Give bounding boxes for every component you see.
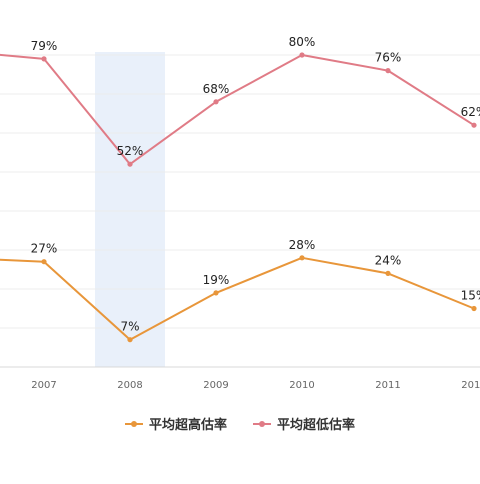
data-label-s0-2011: 24%	[375, 253, 402, 267]
chart-legend: 平均超高估率 平均超低估率	[0, 414, 480, 433]
data-point-s0-2007	[41, 259, 47, 265]
data-point-s0-2010	[299, 255, 305, 261]
data-point-s1-2010	[299, 52, 305, 58]
data-label-s0-2012: 15%	[461, 289, 480, 303]
x-tick-label-2011: 2011	[375, 380, 400, 391]
x-tick-label-2009: 2009	[203, 380, 228, 391]
highlight-band-2008	[95, 52, 165, 367]
data-point-s1-2009	[213, 99, 219, 105]
legend-label-underestimate: 平均超低估率	[277, 418, 356, 433]
legend-swatch-overestimate	[124, 419, 143, 429]
legend-item-overestimate[interactable]: 平均超高估率	[124, 414, 227, 433]
data-label-s1-2009: 68%	[203, 82, 230, 96]
data-label-s0-2010: 28%	[289, 238, 316, 252]
x-tick-label-2008: 2008	[117, 380, 142, 391]
data-point-s0-2011	[385, 270, 391, 276]
data-label-s0-2009: 19%	[203, 273, 230, 287]
data-label-s1-2007: 79%	[31, 39, 58, 53]
legend-label-overestimate: 平均超高估率	[148, 418, 227, 433]
data-label-s1-2010: 80%	[289, 35, 316, 49]
data-label-s0-2008: 7%	[120, 320, 139, 334]
legend-dot-underestimate	[259, 420, 265, 427]
data-point-s1-2007	[41, 56, 47, 62]
x-tick-label-2007: 2007	[31, 380, 56, 391]
data-point-s1-2008	[127, 161, 133, 167]
data-point-s1-2011	[385, 68, 391, 74]
series-line-0	[0, 256, 475, 341]
data-point-s0-2008	[127, 337, 133, 343]
legend-swatch-underestimate	[253, 419, 271, 429]
legend-dot-overestimate	[130, 420, 137, 427]
x-tick-label-2010: 2010	[289, 380, 314, 391]
data-label-s0-2007: 27%	[31, 242, 58, 256]
data-point-s1-2012	[471, 122, 477, 128]
data-label-s1-2008: 52%	[117, 144, 144, 158]
data-point-s0-2009	[213, 290, 219, 296]
legend-item-underestimate[interactable]: 平均超低估率	[253, 414, 355, 433]
data-label-s1-2011: 76%	[375, 51, 402, 65]
data-label-s1-2012: 62%	[461, 105, 480, 119]
data-point-s0-2012	[471, 305, 477, 312]
series-line-1	[0, 53, 475, 166]
